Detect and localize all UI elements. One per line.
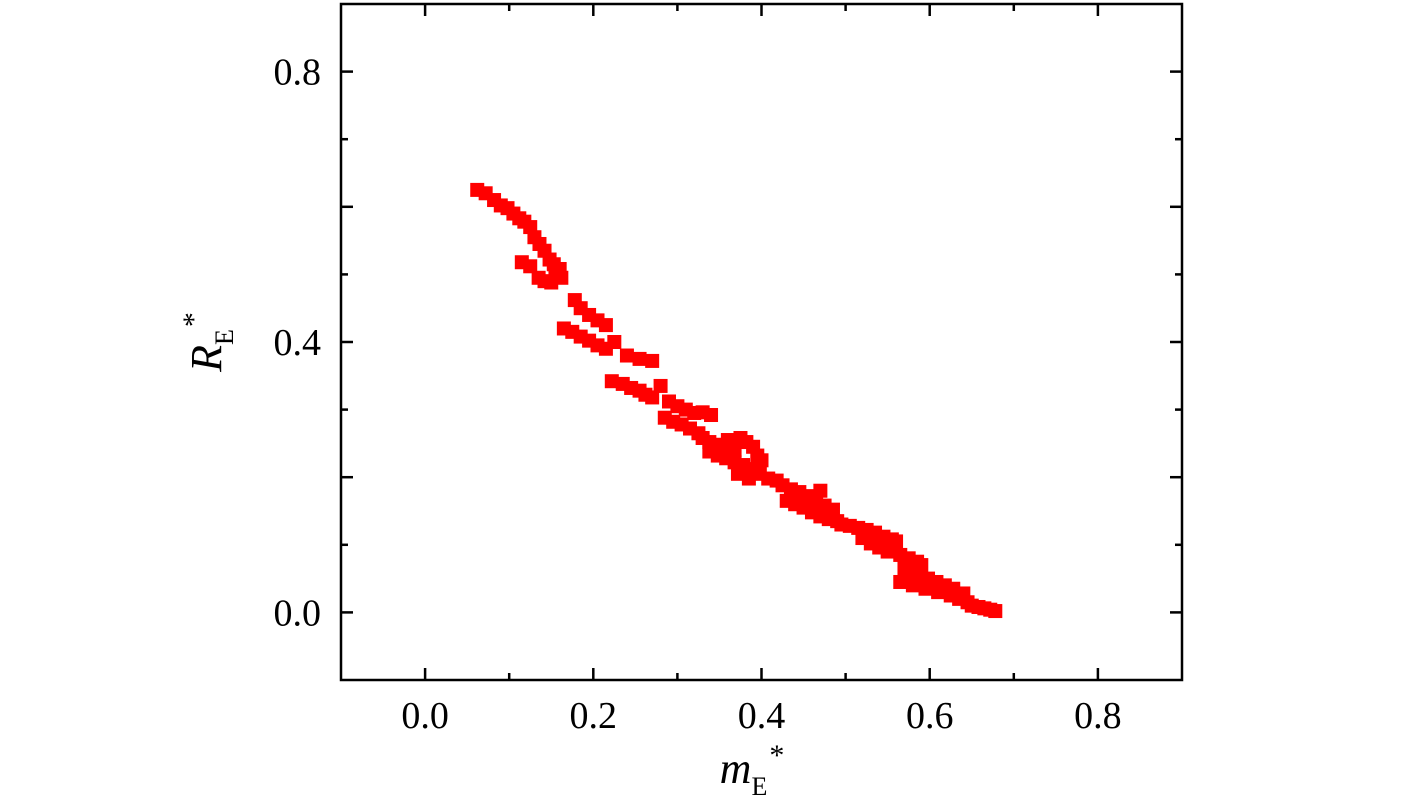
data-point [704, 408, 719, 423]
data-point [598, 318, 613, 333]
y-axis-title-sup: * [177, 312, 210, 327]
data-point [523, 259, 538, 274]
plot-frame [339, 2, 1184, 682]
data-point [918, 581, 933, 596]
data-point [619, 348, 634, 363]
data-point [653, 378, 668, 393]
data-point [880, 544, 895, 559]
data-point [905, 578, 920, 593]
data-point [893, 574, 908, 589]
data-point [604, 374, 619, 389]
x-axis-title-main: m [720, 744, 752, 793]
axis-ticks [341, 4, 1182, 680]
data-point [931, 585, 946, 600]
data-point [607, 335, 622, 349]
data-point [645, 390, 660, 405]
x-axis-title-sup: * [769, 739, 784, 772]
y-axis-title-group: RE* [177, 312, 239, 373]
x-axis-title: mE* [720, 739, 785, 801]
y-tick-label: 0.0 [274, 592, 322, 634]
x-tick-label: 0.0 [401, 695, 449, 737]
data-points [470, 182, 1003, 619]
y-tick-label: 0.8 [274, 52, 322, 94]
x-tick-label: 0.8 [1074, 695, 1122, 737]
plot-area [339, 2, 1184, 682]
data-point [645, 353, 660, 368]
x-tick-label: 0.4 [738, 695, 786, 737]
data-point [632, 351, 647, 366]
data-point [988, 604, 1003, 619]
y-axis-title-sub: E [210, 329, 239, 345]
y-tick-label: 0.4 [274, 322, 322, 364]
data-point [741, 471, 756, 486]
tick-labels: 0.0 0.2 0.4 0.6 0.8 0.0 0.4 0.8 [274, 52, 1122, 737]
x-tick-label: 0.2 [570, 695, 618, 737]
y-axis-title-main: R [182, 345, 231, 373]
y-axis-title: RE* [177, 312, 239, 373]
data-point [554, 270, 569, 285]
data-point [730, 466, 745, 481]
x-tick-label: 0.6 [906, 695, 954, 737]
x-axis-title-sub: E [751, 772, 767, 801]
